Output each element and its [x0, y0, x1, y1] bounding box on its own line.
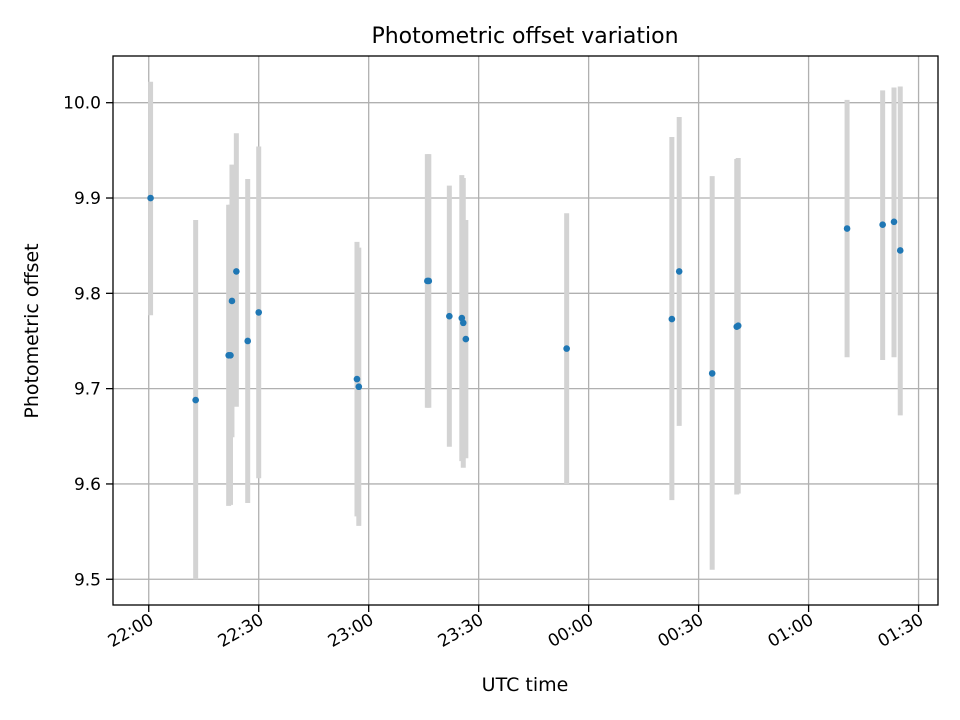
data-point [228, 297, 236, 305]
data-point [675, 268, 683, 275]
chart-title: Photometric offset variation [371, 24, 678, 49]
y-tick-label: 9.8 [74, 284, 101, 304]
data-point [355, 383, 363, 391]
data-point [890, 218, 898, 226]
data-point [425, 277, 433, 285]
y-tick-label: 9.9 [74, 189, 101, 209]
y-tick-label: 9.7 [74, 380, 101, 400]
data-points [147, 194, 904, 404]
y-tick-label: 9.6 [74, 475, 101, 495]
y-tick-label: 9.5 [74, 570, 101, 590]
y-axis-label: Photometric offset [21, 243, 43, 418]
data-point [734, 322, 742, 330]
data-point [843, 225, 851, 232]
data-point [668, 315, 676, 323]
data-point [192, 396, 199, 404]
data-point [227, 351, 234, 359]
data-point [255, 309, 263, 316]
data-point [708, 370, 716, 377]
data-point [896, 247, 904, 254]
data-point [879, 221, 886, 229]
data-point [353, 375, 361, 383]
data-point [459, 319, 467, 327]
data-point [147, 194, 154, 202]
data-point [462, 335, 470, 343]
grid [113, 56, 938, 605]
data-point [244, 337, 252, 345]
plot-frame [112, 55, 939, 606]
data-point [233, 268, 240, 275]
y-tick-label: 10.0 [63, 94, 101, 114]
data-point [563, 345, 570, 352]
data-point [446, 312, 453, 320]
x-axis-label: UTC time [482, 674, 569, 696]
